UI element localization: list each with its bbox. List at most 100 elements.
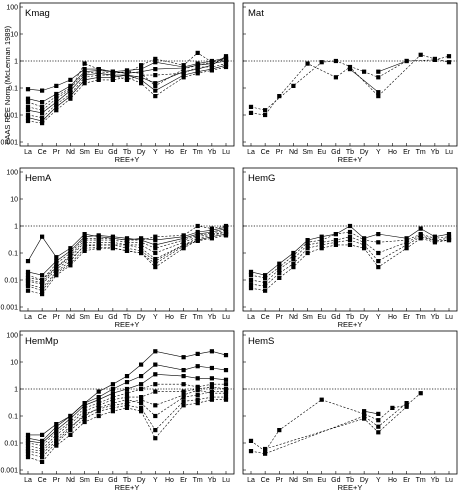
data-point [404,240,409,245]
data-point [376,232,381,237]
data-point [209,64,214,70]
data-point [291,261,296,266]
data-point [54,83,59,88]
x-tick-label-eu: Eu [94,149,103,156]
data-point [54,428,59,433]
panel-kmag: 100 10 1 0.1 0.01 0.001 La Ce Pr Nd Sm Eu Gd Tb Dy Y Ho E… [0,2,235,164]
data-point [68,413,73,419]
x-axis-label: REE+Y [338,483,363,492]
data-point [277,275,282,280]
data-point [153,246,158,251]
data-point [82,401,87,406]
series-line [27,233,227,295]
data-point [82,232,87,237]
x-axis-label: REE+Y [338,320,363,329]
data-point [82,75,87,80]
data-point [25,259,31,264]
data-point [82,236,87,241]
data-point [277,265,282,270]
data-point [82,61,87,66]
y-tick-label: 0.001 [0,467,18,474]
x-tick-label-lu: Lu [445,149,453,156]
data-point [418,391,423,396]
data-point [139,386,144,392]
data-point [291,256,296,262]
data-point [25,269,31,274]
data-point [333,238,338,243]
data-point [110,245,115,250]
x-tick-label-eu: Eu [317,149,326,156]
data-point [96,401,101,406]
data-point [376,259,381,264]
data-point [96,389,101,394]
data-point [362,413,367,419]
y-tick-label: 10 [10,31,18,38]
data-point [181,240,186,245]
data-point [139,246,144,251]
data-point [376,94,381,99]
data-point [248,286,254,291]
data-point [40,451,45,456]
data-point [54,259,59,264]
data-point [248,269,254,274]
data-point [376,430,381,435]
data-point [195,71,200,76]
data-point [153,234,158,239]
data-point [223,353,229,358]
data-point [124,386,130,392]
plot-frame [242,330,458,475]
data-point [54,432,59,437]
data-point [181,246,186,251]
series-9 [25,233,229,293]
x-tick-label-ho: Ho [388,477,397,484]
data-point [319,397,324,402]
panel-title: HemG [248,173,275,184]
data-point [446,54,452,59]
data-point [195,63,200,68]
data-point [40,286,45,291]
data-point [319,240,324,245]
data-point [404,401,409,406]
data-point [248,449,254,454]
data-point [54,430,59,435]
data-point [153,56,158,61]
data-point [25,455,31,460]
data-point [209,395,214,400]
series-line [27,55,227,114]
data-point [124,242,130,247]
data-point [96,233,101,238]
data-point [139,77,144,82]
x-tick-label-tm: Tm [193,477,203,484]
plot-frame [242,2,458,147]
data-point [96,395,101,400]
series-line [349,68,379,93]
data-point [209,397,214,402]
data-point [404,58,409,64]
data-point [82,240,87,245]
data-point [277,428,282,433]
data-point [209,382,214,387]
x-tick-label-eu: Eu [317,477,326,484]
data-point [263,273,268,278]
data-point [139,242,144,247]
data-point [195,401,200,406]
x-tick-label-gd: Gd [331,314,340,321]
series-line [265,406,407,450]
series-line [250,237,450,292]
y-tick-label: 100 [6,332,18,339]
data-point [68,77,73,82]
x-tick-label-ho: Ho [388,314,397,321]
data-point [25,288,31,293]
data-point [54,438,59,443]
data-point [139,374,144,379]
x-tick-label-nd: Nd [289,149,298,156]
data-point [40,277,45,283]
data-point [153,83,158,88]
data-point [209,349,214,354]
data-point [376,411,381,416]
data-point [291,250,296,256]
data-point [404,242,409,247]
data-point [54,96,59,101]
data-point [82,411,87,416]
x-tick-label-la: La [24,149,32,156]
